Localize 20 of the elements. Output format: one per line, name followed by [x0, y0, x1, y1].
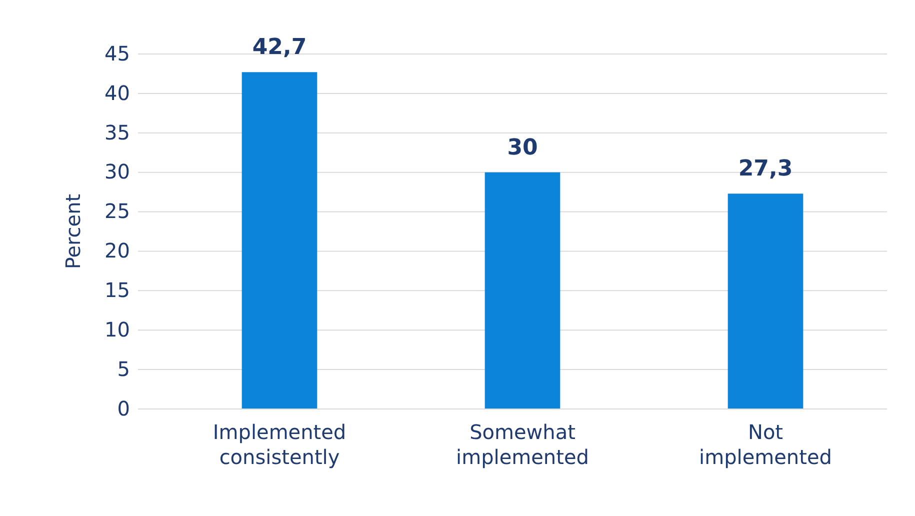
bar — [728, 194, 804, 409]
data-label: 42,7 — [252, 35, 307, 60]
y-tick-label: 45 — [104, 41, 130, 66]
x-tick-label: Somewhat implemented — [456, 420, 589, 470]
y-tick-label: 25 — [104, 199, 130, 224]
y-tick-label: 20 — [104, 238, 130, 263]
y-tick-label: 35 — [104, 120, 130, 144]
data-label: 30 — [507, 135, 538, 160]
y-tick-label: 10 — [104, 318, 130, 342]
data-label: 27,3 — [738, 156, 793, 182]
y-tick-label: 0 — [117, 396, 130, 420]
bar — [484, 172, 560, 409]
y-tick-label: 5 — [117, 356, 130, 381]
x-tick-label: Implemented consistently — [212, 420, 346, 470]
y-axis-title: Percent — [61, 194, 85, 270]
x-tick-label: Not implemented — [699, 420, 832, 470]
bar — [242, 72, 318, 409]
y-tick-label: 40 — [104, 80, 130, 105]
y-tick-label: 30 — [104, 160, 130, 184]
y-tick-label: 15 — [104, 278, 130, 302]
